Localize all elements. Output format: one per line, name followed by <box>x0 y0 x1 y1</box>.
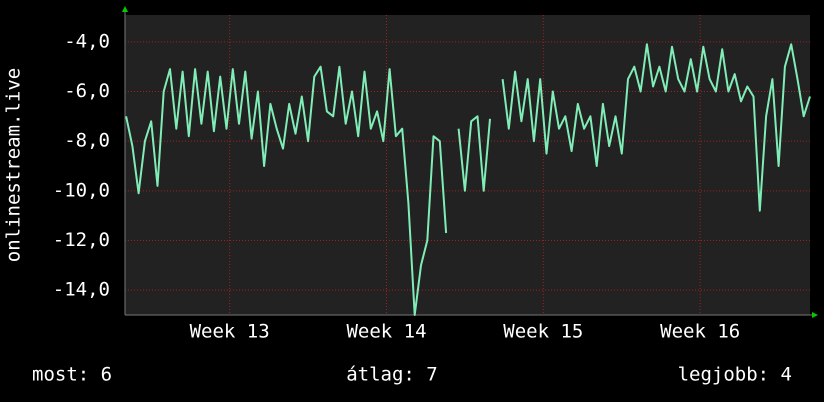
data-line <box>125 43 811 316</box>
x-arrow <box>812 312 818 318</box>
footer-average: átlag: 7 <box>346 364 438 386</box>
y-arrow <box>122 6 128 12</box>
grid <box>125 15 810 315</box>
y-tick-label: -8,0 <box>64 130 110 152</box>
footer-max: legjobb: 4 <box>678 364 792 386</box>
x-tick-label: Week 16 <box>660 321 740 343</box>
y-axis-label: onlinestream.live <box>3 68 25 262</box>
y-tick-label: -14,0 <box>53 279 110 301</box>
x-tick-label: Week 15 <box>503 321 583 343</box>
y-tick-label: -10,0 <box>53 179 110 201</box>
x-tick-label: Week 14 <box>346 321 426 343</box>
y-tick-label: -12,0 <box>53 229 110 251</box>
x-tick-label: Week 13 <box>190 321 270 343</box>
footer-current: most: 6 <box>32 364 112 386</box>
y-tick-label: -6,0 <box>64 80 110 102</box>
y-tick-label: -4,0 <box>64 30 110 52</box>
